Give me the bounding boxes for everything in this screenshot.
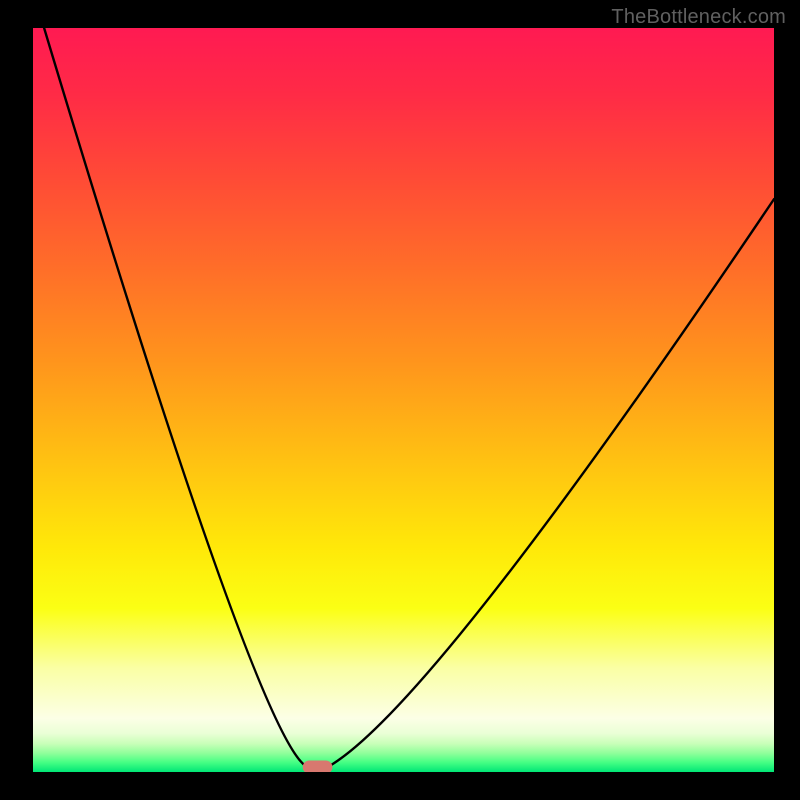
bottleneck-chart	[33, 28, 774, 772]
watermark-text: TheBottleneck.com	[611, 6, 786, 29]
chart-frame: TheBottleneck.com	[0, 0, 800, 800]
gradient-background	[33, 28, 774, 772]
minimum-marker	[303, 760, 333, 772]
